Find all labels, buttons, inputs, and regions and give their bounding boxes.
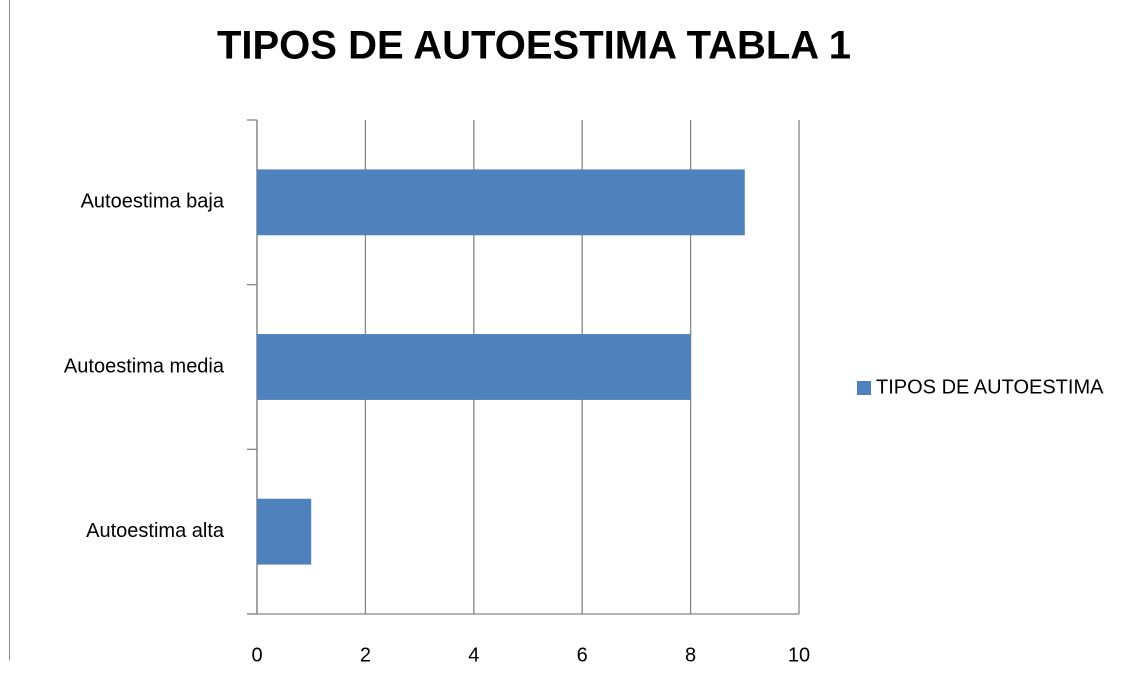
legend-label: TIPOS DE AUTOESTIMA — [876, 376, 1104, 398]
x-tick-label: 4 — [468, 644, 479, 666]
chart-title: TIPOS DE AUTOESTIMA TABLA 1 — [217, 24, 851, 68]
x-tick-label: 6 — [577, 644, 588, 666]
x-tick-label: 2 — [360, 644, 371, 666]
x-tick-label: 0 — [251, 644, 262, 666]
x-tick-label: 8 — [685, 644, 696, 666]
bar — [257, 498, 312, 565]
bar — [257, 334, 691, 400]
y-tick-label: Autoestima media — [64, 355, 225, 377]
y-tick-label: Autoestima alta — [86, 520, 225, 542]
x-tick-label: 10 — [788, 644, 810, 666]
bar — [257, 169, 745, 236]
y-tick-label: Autoestima baja — [81, 191, 225, 213]
legend-swatch — [857, 381, 871, 395]
